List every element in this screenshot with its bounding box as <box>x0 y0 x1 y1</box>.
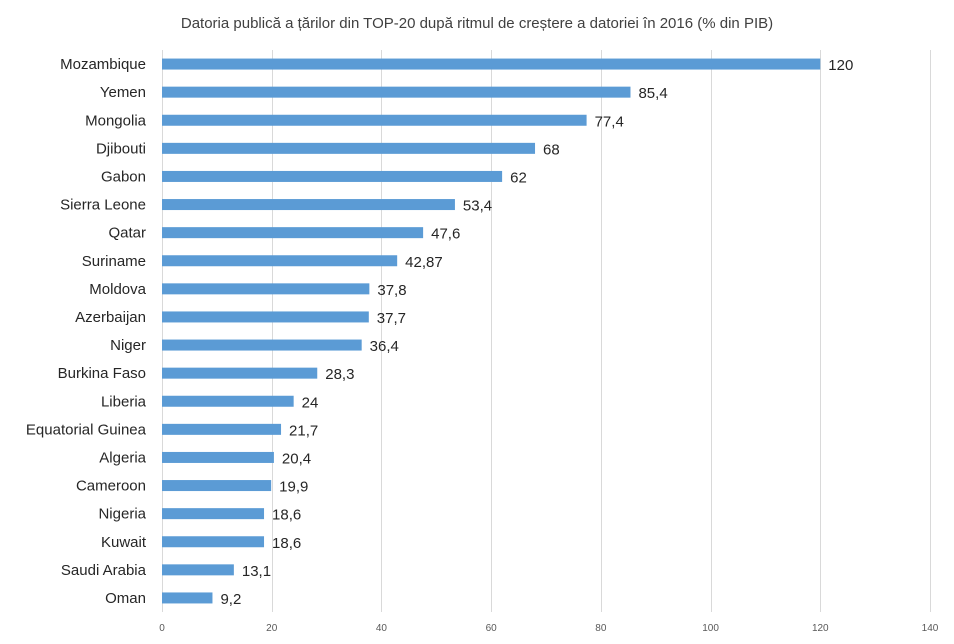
value-label: 18,6 <box>272 507 301 524</box>
bar <box>162 227 424 239</box>
category-label: Saudi Arabia <box>61 562 147 579</box>
category-label: Suriname <box>82 253 146 270</box>
category-label: Algeria <box>99 449 146 466</box>
bar <box>162 564 234 576</box>
value-label: 68 <box>543 141 560 158</box>
bar <box>162 423 282 435</box>
category-label: Yemen <box>100 84 146 101</box>
bar <box>162 480 272 492</box>
value-label: 36,4 <box>370 338 399 355</box>
bar <box>162 508 265 520</box>
x-tick-label: 80 <box>595 623 607 634</box>
bar <box>162 367 318 379</box>
bar <box>162 311 369 323</box>
gridlines <box>162 50 931 612</box>
value-label: 85,4 <box>638 85 667 102</box>
value-label: 13,1 <box>242 563 271 580</box>
value-label: 53,4 <box>463 198 492 215</box>
value-label: 62 <box>510 169 527 186</box>
bar <box>162 592 213 604</box>
value-label: 42,87 <box>405 254 443 271</box>
x-tick-label: 100 <box>702 623 719 634</box>
x-tick-label: 40 <box>376 623 388 634</box>
category-label: Kuwait <box>101 534 147 551</box>
category-label: Mozambique <box>60 56 146 73</box>
x-tick-label: 20 <box>266 623 278 634</box>
category-label: Moldova <box>89 281 146 298</box>
category-label: Oman <box>105 590 146 607</box>
bars <box>162 58 821 604</box>
bar <box>162 86 631 98</box>
bar <box>162 255 398 267</box>
value-label: 21,7 <box>289 422 318 439</box>
x-axis-ticks: 0 20 40 60 80 100 120 140 <box>159 623 939 634</box>
bar <box>162 283 370 295</box>
category-label: Liberia <box>101 393 147 410</box>
value-label: 37,8 <box>377 282 406 299</box>
value-label: 24 <box>302 394 319 411</box>
category-labels: Mozambique Yemen Mongolia Djibouti Gabon Sier… <box>26 56 147 607</box>
value-label: 120 <box>828 57 853 74</box>
x-tick-label: 60 <box>486 623 498 634</box>
value-label: 20,4 <box>282 450 311 467</box>
category-label: Niger <box>110 337 146 354</box>
category-label: Burkina Faso <box>58 365 146 382</box>
value-label: 77,4 <box>595 113 624 130</box>
category-label: Qatar <box>108 225 146 242</box>
value-label: 18,6 <box>272 535 301 552</box>
category-label: Azerbaijan <box>75 309 146 326</box>
category-label: Cameroon <box>76 478 146 495</box>
bar <box>162 114 587 126</box>
category-label: Equatorial Guinea <box>26 421 147 438</box>
chart-title: Datoria publică a țărilor din TOP-20 dup… <box>181 15 773 32</box>
bar <box>162 395 294 407</box>
value-label: 37,7 <box>377 310 406 327</box>
bar <box>162 199 455 211</box>
category-label: Mongolia <box>85 112 147 129</box>
value-label: 28,3 <box>325 366 354 383</box>
value-label: 47,6 <box>431 226 460 243</box>
x-tick-label: 140 <box>922 623 939 634</box>
bar <box>162 339 362 351</box>
value-label: 19,9 <box>279 479 308 496</box>
category-label: Nigeria <box>98 506 146 523</box>
bar <box>162 170 503 182</box>
x-tick-label: 120 <box>812 623 829 634</box>
category-label: Djibouti <box>96 140 146 157</box>
value-labels: 120 85,4 77,4 68 62 53,447,6 42,87 37,8 37,7 36,4… <box>220 57 853 608</box>
bar <box>162 142 536 154</box>
bar <box>162 536 265 548</box>
category-label: Sierra Leone <box>60 197 146 214</box>
bar <box>162 58 821 70</box>
x-tick-label: 0 <box>159 623 165 634</box>
value-label: 9,2 <box>220 591 241 608</box>
category-label: Gabon <box>101 168 146 185</box>
bar <box>162 451 274 463</box>
